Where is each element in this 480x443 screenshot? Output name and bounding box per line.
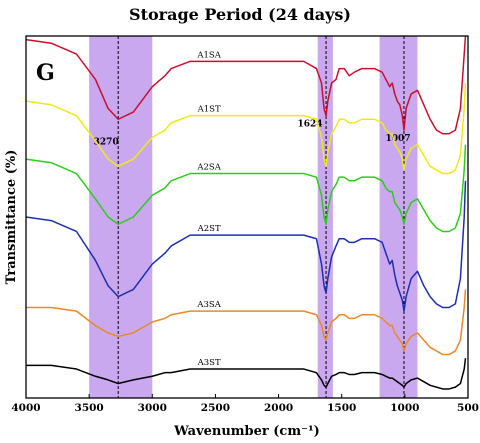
x-tick-label-3000: 3000 xyxy=(138,402,167,414)
peak-label-3270: 3270 xyxy=(94,138,119,148)
x-tick-label-1000: 1000 xyxy=(390,402,419,414)
highlight-bands xyxy=(89,36,418,398)
series-line-a1st xyxy=(25,83,467,175)
highlight-band-3 xyxy=(379,36,418,398)
x-tick-label-2500: 2500 xyxy=(201,402,230,414)
x-axis-title: Wavenumber (cm⁻¹) xyxy=(173,424,320,439)
plot-frame xyxy=(25,35,469,399)
series-label-a1st: A1ST xyxy=(197,105,221,115)
y-axis-title: Transmittance (%) xyxy=(4,150,19,285)
series-labels: A1SA A1ST A2SA A2ST A3SA A3ST xyxy=(196,50,221,368)
x-tick-label-500: 500 xyxy=(457,402,479,414)
series-line-a2sa xyxy=(25,144,467,233)
x-tick-label-2000: 2000 xyxy=(264,402,293,414)
series-label-a3sa: A3SA xyxy=(196,300,221,310)
x-tick-label-1500: 1500 xyxy=(327,402,356,414)
x-tick-label-3500: 3500 xyxy=(75,402,104,414)
series-label-a3st: A3ST xyxy=(197,358,221,368)
x-tick-label-4000: 4000 xyxy=(11,402,40,414)
series-line-a2st xyxy=(25,180,467,312)
series-label-a2sa: A2SA xyxy=(196,163,221,173)
series-line-a3sa xyxy=(26,289,467,356)
series-label-a1sa: A1SA xyxy=(196,50,221,60)
series-label-a2st: A2ST xyxy=(197,224,221,234)
peak-label-1624: 1624 xyxy=(298,120,323,130)
chart-title: Storage Period (24 days) xyxy=(129,5,351,24)
highlight-band-1 xyxy=(89,36,153,398)
series-line-a3st xyxy=(26,358,467,390)
series-line-a1sa xyxy=(25,35,467,135)
series-layer xyxy=(25,35,467,390)
x-axis-ticks: 4000 3500 3000 2500 2000 1500 1000 500 xyxy=(11,394,479,414)
highlight-band-2 xyxy=(317,36,333,398)
peak-label-1007: 1007 xyxy=(385,134,410,144)
panel-letter: G xyxy=(36,60,55,86)
